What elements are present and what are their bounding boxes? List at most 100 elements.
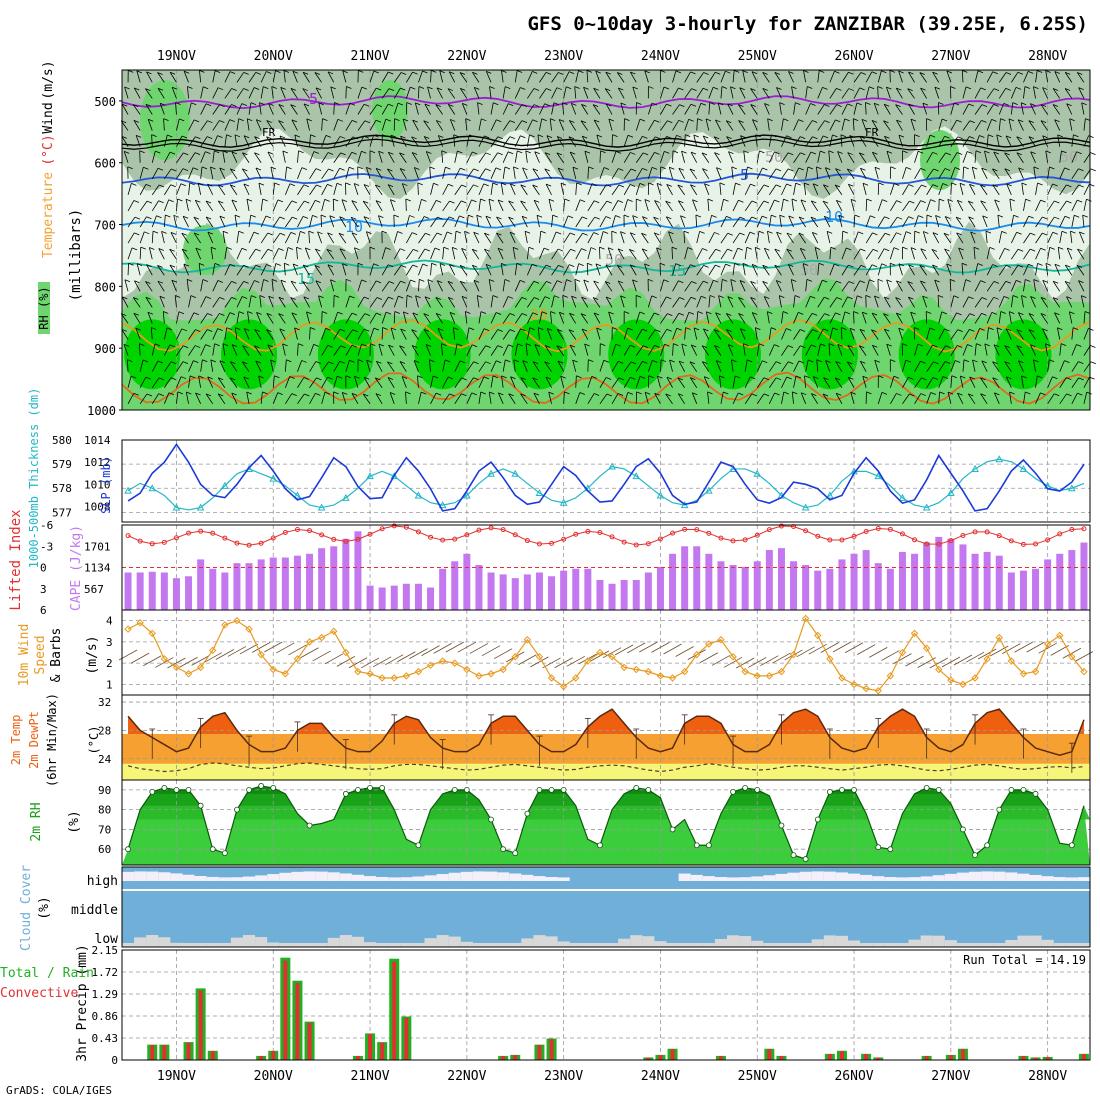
rh-marker bbox=[186, 787, 191, 792]
contour-label: 50 bbox=[800, 261, 818, 279]
wind-barb bbox=[853, 311, 854, 323]
contour-label: 15 bbox=[297, 270, 315, 288]
rh-marker bbox=[706, 843, 711, 848]
cloud-low-gap bbox=[521, 938, 533, 947]
cloud-high-gap bbox=[533, 876, 545, 881]
date-tick-label-bottom: 26NOV bbox=[834, 1069, 873, 1084]
precip-convective-bar bbox=[199, 991, 203, 1060]
wind-barb bbox=[394, 311, 395, 323]
wind-unit-label: (m/s) bbox=[41, 60, 56, 99]
cloud-high-gap bbox=[255, 875, 267, 881]
cloud-low-gap bbox=[872, 943, 884, 947]
cape-bar bbox=[233, 563, 240, 610]
cloud-low-gap bbox=[860, 943, 872, 947]
rh-marker bbox=[525, 811, 530, 816]
cape-bar bbox=[959, 544, 966, 610]
slp-frame bbox=[122, 440, 1090, 522]
cape-bar bbox=[367, 586, 374, 610]
cape-bar bbox=[512, 578, 519, 610]
wind-barb-10m bbox=[700, 653, 718, 663]
cape-bar bbox=[185, 576, 192, 610]
precip-convective-bar bbox=[283, 961, 287, 1060]
cloud-high-gap bbox=[376, 877, 388, 881]
precip-convective-bar bbox=[380, 1043, 384, 1060]
cloud-low-gap bbox=[751, 941, 763, 947]
pressure-tick-label: 900 bbox=[94, 342, 116, 356]
cloud-high-gap bbox=[1030, 875, 1042, 881]
cape-bar bbox=[548, 576, 555, 610]
rh-patch bbox=[183, 225, 227, 275]
wind-barb-flag bbox=[1090, 153, 1095, 155]
wind-axis-label: & Barbs bbox=[49, 628, 64, 683]
cloud-low-gap bbox=[642, 936, 654, 947]
date-tick-label-top: 20NOV bbox=[254, 49, 293, 64]
cape-bar bbox=[391, 586, 398, 610]
cloud-high-gap bbox=[945, 874, 957, 881]
cape-bar bbox=[814, 571, 821, 610]
cape-bar bbox=[851, 554, 858, 610]
credit-label: GrADS: COLA/IGES bbox=[6, 1084, 112, 1097]
rh-marker bbox=[803, 857, 808, 862]
cape-bar bbox=[221, 573, 228, 610]
rh-axis-label: (%) bbox=[67, 810, 82, 833]
cloud-high-gap bbox=[751, 876, 763, 881]
cape-bar bbox=[826, 569, 833, 610]
cloud-low-gap bbox=[267, 942, 279, 947]
thickness-tick-label: 577 bbox=[52, 506, 72, 519]
precip-convective-bar bbox=[537, 1045, 541, 1060]
rh-marker bbox=[960, 827, 965, 832]
precip-convective-bar bbox=[1082, 1054, 1086, 1060]
rh-marker bbox=[791, 853, 796, 858]
rh-marker bbox=[549, 787, 554, 792]
cloud-low-gap bbox=[461, 942, 473, 947]
rh-marker bbox=[924, 785, 929, 790]
temp-tick-label: 32 bbox=[98, 696, 111, 709]
rh-marker bbox=[827, 789, 832, 794]
cloud-high-gap bbox=[219, 877, 231, 881]
cape-bar bbox=[536, 573, 543, 610]
wind-barb bbox=[406, 199, 407, 211]
rh-marker bbox=[839, 787, 844, 792]
cloud-low-gap bbox=[388, 943, 400, 947]
precip-convective-bar bbox=[550, 1039, 554, 1060]
wind-barb-10m bbox=[809, 644, 827, 654]
wind-axis-label: Speed bbox=[33, 635, 48, 674]
cloud-low-gap bbox=[558, 941, 570, 947]
cloud-low-gap bbox=[195, 943, 207, 947]
rh-marker bbox=[380, 785, 385, 790]
contour-label: 5 bbox=[740, 166, 749, 184]
cloud-low-gap bbox=[933, 936, 945, 947]
cape-bar bbox=[439, 569, 446, 610]
cloud-low-gap bbox=[993, 943, 1005, 947]
cloud-low-gap bbox=[1042, 940, 1054, 947]
cloud-low-gap bbox=[207, 943, 219, 947]
li-tick-label: 0 bbox=[40, 562, 47, 575]
wind-tick-label: 2 bbox=[106, 657, 113, 670]
precip-tick-label: 0.86 bbox=[92, 1010, 119, 1023]
cape-bar bbox=[887, 569, 894, 610]
rh-tick-label: 80 bbox=[98, 804, 111, 817]
rh-marker bbox=[198, 803, 203, 808]
cloud-high-gap bbox=[739, 877, 751, 881]
rh-marker bbox=[634, 785, 639, 790]
temp-axis-label: 2m DewPt bbox=[27, 711, 41, 769]
cape-bar bbox=[294, 556, 301, 610]
cloud-low-gap bbox=[122, 943, 134, 947]
cape-bar bbox=[524, 574, 531, 610]
rh-axis-label: 2m RH bbox=[29, 802, 44, 841]
cloud-low-gap bbox=[981, 943, 993, 947]
cloud-high-gap bbox=[558, 877, 570, 881]
cloud-high-gap bbox=[231, 877, 243, 881]
cape-bar bbox=[693, 546, 700, 610]
wind-barb bbox=[333, 199, 334, 211]
cloud-low-gap bbox=[654, 941, 666, 947]
precip-convective-bar bbox=[719, 1056, 723, 1060]
wind-barb-10m bbox=[264, 642, 282, 652]
cloud-high-gap bbox=[969, 872, 981, 881]
cape-bar bbox=[342, 539, 349, 610]
cloud-high-gap bbox=[425, 875, 437, 881]
rh-tick-label: 70 bbox=[98, 823, 111, 836]
date-tick-label-bottom: 23NOV bbox=[544, 1069, 583, 1084]
cloud-high-gap bbox=[316, 872, 328, 881]
wind-barb-10m bbox=[712, 655, 730, 665]
